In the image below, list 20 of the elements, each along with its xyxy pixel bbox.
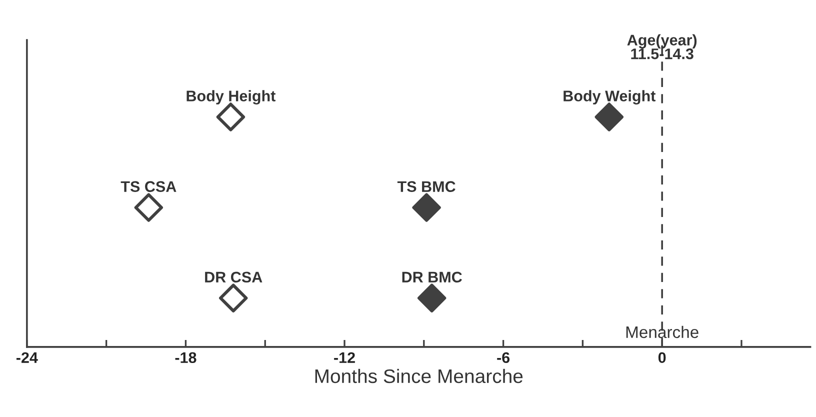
x-tick-label: -6 — [497, 352, 510, 364]
series-label: DR CSA — [205, 272, 262, 283]
series-label: TS BMC — [397, 181, 456, 192]
point — [134, 193, 163, 222]
series-label: Body Weight — [564, 90, 656, 104]
series-label: TS CSA — [120, 181, 176, 192]
x-tick-label: 0 — [658, 352, 666, 364]
point — [418, 284, 446, 312]
x-tick-label: -18 — [175, 352, 196, 364]
x-tick-label: -12 — [334, 352, 355, 363]
ref-line-label: Menarche — [626, 326, 698, 338]
point — [219, 284, 248, 312]
x-tick-label: -24 — [16, 352, 38, 363]
annotation: Age(year) 11.5-14.3 — [627, 34, 697, 60]
series-label: Body Height — [186, 90, 276, 104]
point — [412, 193, 441, 222]
series-label: DR BMC — [402, 272, 462, 283]
point — [216, 102, 246, 132]
x-axis-title: Months Since Menarche — [315, 368, 523, 384]
point — [594, 102, 624, 132]
